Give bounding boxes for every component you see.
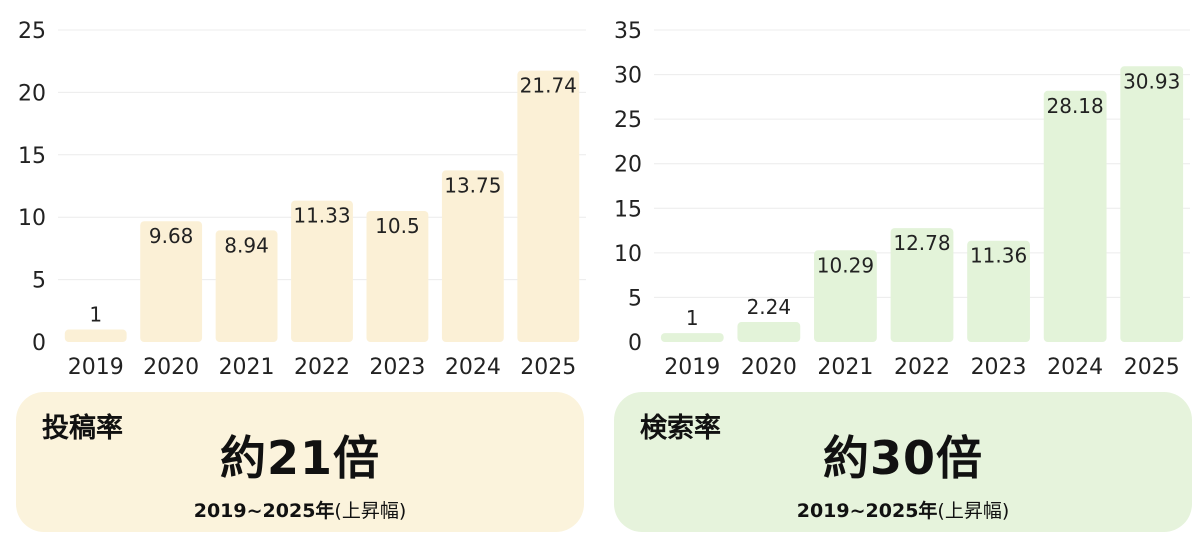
posting-y-tick-label-15: 15 bbox=[18, 144, 46, 169]
search-data-label-2019: 1 bbox=[686, 306, 699, 330]
search-y-tick-label-20: 20 bbox=[614, 153, 642, 178]
posting-y-tick-label-10: 10 bbox=[18, 206, 46, 231]
posting-bar-2021 bbox=[215, 230, 278, 342]
search-bar-2025 bbox=[1120, 66, 1184, 343]
posting-data-label-2020: 9.68 bbox=[149, 224, 194, 248]
search-rate-period-note: (上昇幅) bbox=[937, 500, 1010, 522]
search-rate-summary-card: 検索率 約30倍 2019~2025年(上昇幅) bbox=[614, 392, 1192, 532]
posting-bar-2019 bbox=[64, 329, 127, 342]
search-data-label-2021: 10.29 bbox=[817, 253, 874, 277]
search-x-tick-label-2019: 2019 bbox=[664, 355, 720, 380]
posting-y-tick-label-0: 0 bbox=[32, 331, 46, 356]
posting-bar-2025 bbox=[517, 70, 580, 342]
search-y-tick-label-10: 10 bbox=[614, 242, 642, 267]
search-data-label-2024: 28.18 bbox=[1047, 94, 1104, 118]
search-y-tick-label-25: 25 bbox=[614, 108, 642, 133]
search-data-label-2025: 30.93 bbox=[1123, 69, 1180, 93]
posting-x-tick-label-2025: 2025 bbox=[520, 355, 576, 380]
search-rate-label: 検索率 bbox=[640, 413, 721, 444]
posting-rate-period-note: (上昇幅) bbox=[334, 500, 407, 522]
posting-data-label-2019: 1 bbox=[89, 303, 102, 327]
search-x-tick-label-2020: 2020 bbox=[741, 355, 797, 380]
posting-bar-2023 bbox=[366, 210, 429, 342]
posting-data-label-2024: 13.75 bbox=[444, 173, 501, 197]
search-x-tick-label-2023: 2023 bbox=[971, 355, 1027, 380]
posting-data-label-2023: 10.5 bbox=[375, 214, 420, 238]
posting-rate-label: 投稿率 bbox=[42, 413, 123, 444]
bar-charts: 0510152025120199.6820208.94202111.332022… bbox=[18, 19, 1190, 380]
posting-y-tick-label-20: 20 bbox=[18, 81, 46, 106]
search-rate-period-years: 2019~2025年 bbox=[796, 500, 938, 522]
search-x-tick-label-2022: 2022 bbox=[894, 355, 950, 380]
posting-x-tick-label-2024: 2024 bbox=[445, 355, 501, 380]
search-x-tick-label-2025: 2025 bbox=[1124, 355, 1180, 380]
posting-x-tick-label-2020: 2020 bbox=[143, 355, 199, 380]
posting-data-label-2021: 8.94 bbox=[224, 233, 269, 257]
posting-x-tick-label-2021: 2021 bbox=[219, 355, 275, 380]
posting-rate-period-years: 2019~2025年 bbox=[193, 500, 335, 522]
posting-data-label-2025: 21.74 bbox=[520, 74, 577, 98]
search-y-tick-label-30: 30 bbox=[614, 64, 642, 89]
search-y-tick-label-15: 15 bbox=[614, 197, 642, 222]
posting-rate-multiple: 約21倍 bbox=[219, 431, 380, 485]
posting-x-tick-label-2022: 2022 bbox=[294, 355, 350, 380]
search-data-label-2023: 11.36 bbox=[970, 244, 1027, 268]
search-y-tick-label-35: 35 bbox=[614, 19, 642, 44]
posting-x-tick-label-2019: 2019 bbox=[68, 355, 124, 380]
search-bar-2021 bbox=[814, 250, 877, 342]
search-y-tick-label-5: 5 bbox=[628, 286, 642, 311]
search-x-tick-label-2021: 2021 bbox=[817, 355, 873, 380]
posting-bar-2022 bbox=[291, 200, 353, 342]
search-x-tick-label-2024: 2024 bbox=[1047, 355, 1103, 380]
search-bar-2020 bbox=[737, 322, 801, 342]
posting-rate-period: 2019~2025年(上昇幅) bbox=[16, 496, 584, 523]
search-rate-multiple: 約30倍 bbox=[822, 431, 983, 485]
posting-y-tick-label-25: 25 bbox=[18, 19, 46, 44]
search-rate-period: 2019~2025年(上昇幅) bbox=[614, 496, 1192, 523]
posting-bar-2024 bbox=[441, 170, 504, 342]
posting-y-tick-label-5: 5 bbox=[32, 269, 46, 294]
posting-bar-2020 bbox=[140, 221, 203, 342]
search-bar-2019 bbox=[660, 333, 724, 342]
search-bar-2024 bbox=[1043, 90, 1107, 342]
search-y-tick-label-0: 0 bbox=[628, 331, 642, 356]
search-bar-2023 bbox=[967, 240, 1030, 342]
posting-rate-summary-card: 投稿率 約21倍 2019~2025年(上昇幅) bbox=[16, 392, 584, 532]
search-bar-2022 bbox=[890, 228, 954, 342]
posting-data-label-2022: 11.33 bbox=[293, 204, 350, 228]
search-data-label-2022: 12.78 bbox=[893, 231, 950, 255]
posting-x-tick-label-2023: 2023 bbox=[369, 355, 425, 380]
search-data-label-2020: 2.24 bbox=[747, 295, 792, 319]
